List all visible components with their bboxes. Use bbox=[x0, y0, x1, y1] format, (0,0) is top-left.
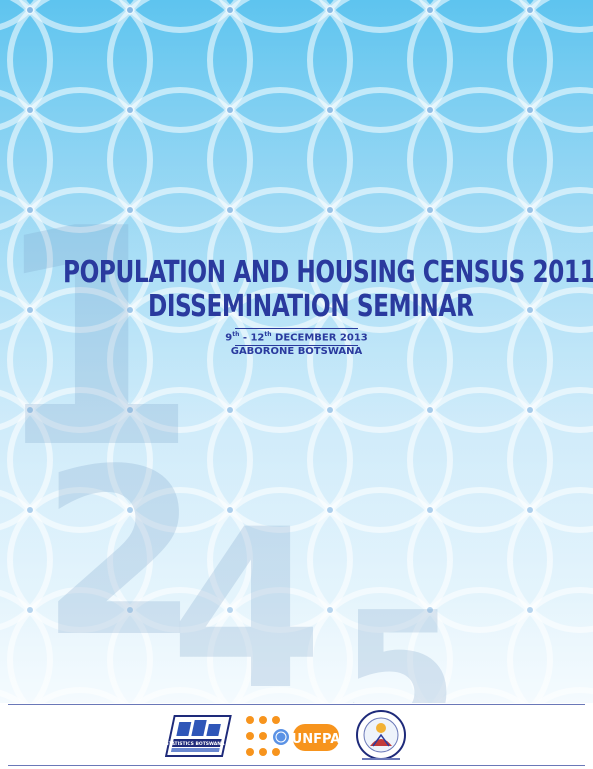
footer-rule-bottom bbox=[8, 765, 585, 766]
cover-background: 1 2 4 5 POPULATION AND HOUSING CENSUS 20… bbox=[0, 0, 593, 703]
cover-subtitle: DISSEMINATION SEMINAR bbox=[148, 289, 474, 324]
unfpa-logo: UNFPA bbox=[246, 716, 341, 756]
divider-top bbox=[235, 328, 358, 329]
background-numeral-5: 5 bbox=[340, 576, 459, 703]
background-numeral-4: 4 bbox=[170, 482, 324, 703]
event-date: 9th - 12th DECEMBER 2013 bbox=[225, 331, 368, 344]
svg-text:STATISTICS BOTSWANA: STATISTICS BOTSWANA bbox=[165, 741, 225, 747]
partner-logos-footer: STATISTICS BOTSWANA UNFPA bbox=[0, 703, 593, 769]
divider-middle bbox=[235, 345, 358, 346]
census-roundtable-logo bbox=[356, 710, 406, 760]
statistics-botswana-logo: STATISTICS BOTSWANA bbox=[165, 715, 232, 757]
background-numeral-1: 1 bbox=[0, 165, 199, 514]
petal-pattern bbox=[0, 0, 593, 703]
cover-title: POPULATION AND HOUSING CENSUS 2011 bbox=[63, 255, 593, 290]
svg-text:UNFPA: UNFPA bbox=[292, 732, 341, 747]
event-location: GABORONE BOTSWANA bbox=[230, 346, 363, 357]
footer-rule-top bbox=[8, 704, 585, 705]
background-numeral-2: 2 bbox=[40, 421, 201, 688]
